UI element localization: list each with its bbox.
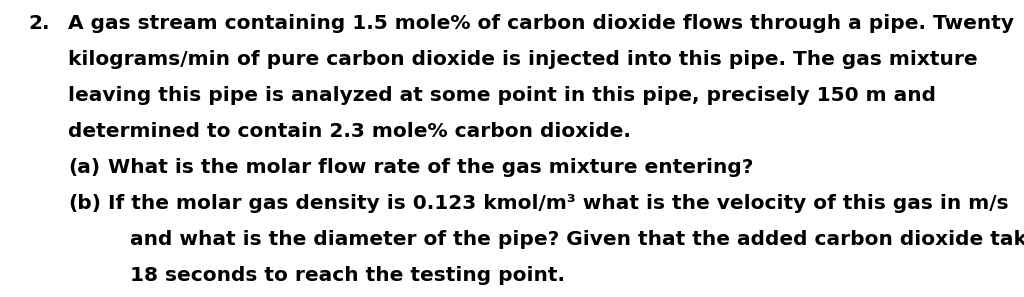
Text: and what is the diameter of the pipe? Given that the added carbon dioxide takes: and what is the diameter of the pipe? Gi…	[130, 230, 1024, 249]
Text: determined to contain 2.3 mole% carbon dioxide.: determined to contain 2.3 mole% carbon d…	[68, 122, 631, 141]
Text: kilograms/min of pure carbon dioxide is injected into this pipe. The gas mixture: kilograms/min of pure carbon dioxide is …	[68, 50, 978, 69]
Text: leaving this pipe is analyzed at some point in this pipe, precisely 150 m and: leaving this pipe is analyzed at some po…	[68, 86, 936, 105]
Text: (b): (b)	[68, 194, 101, 213]
Text: (a): (a)	[68, 158, 100, 177]
Text: If the molar gas density is 0.123 kmol/m³ what is the velocity of this gas in m/: If the molar gas density is 0.123 kmol/m…	[108, 194, 1009, 213]
Text: A gas stream containing 1.5 mole% of carbon dioxide flows through a pipe. Twenty: A gas stream containing 1.5 mole% of car…	[68, 14, 1014, 33]
Text: 2.: 2.	[28, 14, 49, 33]
Text: 18 seconds to reach the testing point.: 18 seconds to reach the testing point.	[130, 266, 565, 285]
Text: What is the molar flow rate of the gas mixture entering?: What is the molar flow rate of the gas m…	[108, 158, 754, 177]
